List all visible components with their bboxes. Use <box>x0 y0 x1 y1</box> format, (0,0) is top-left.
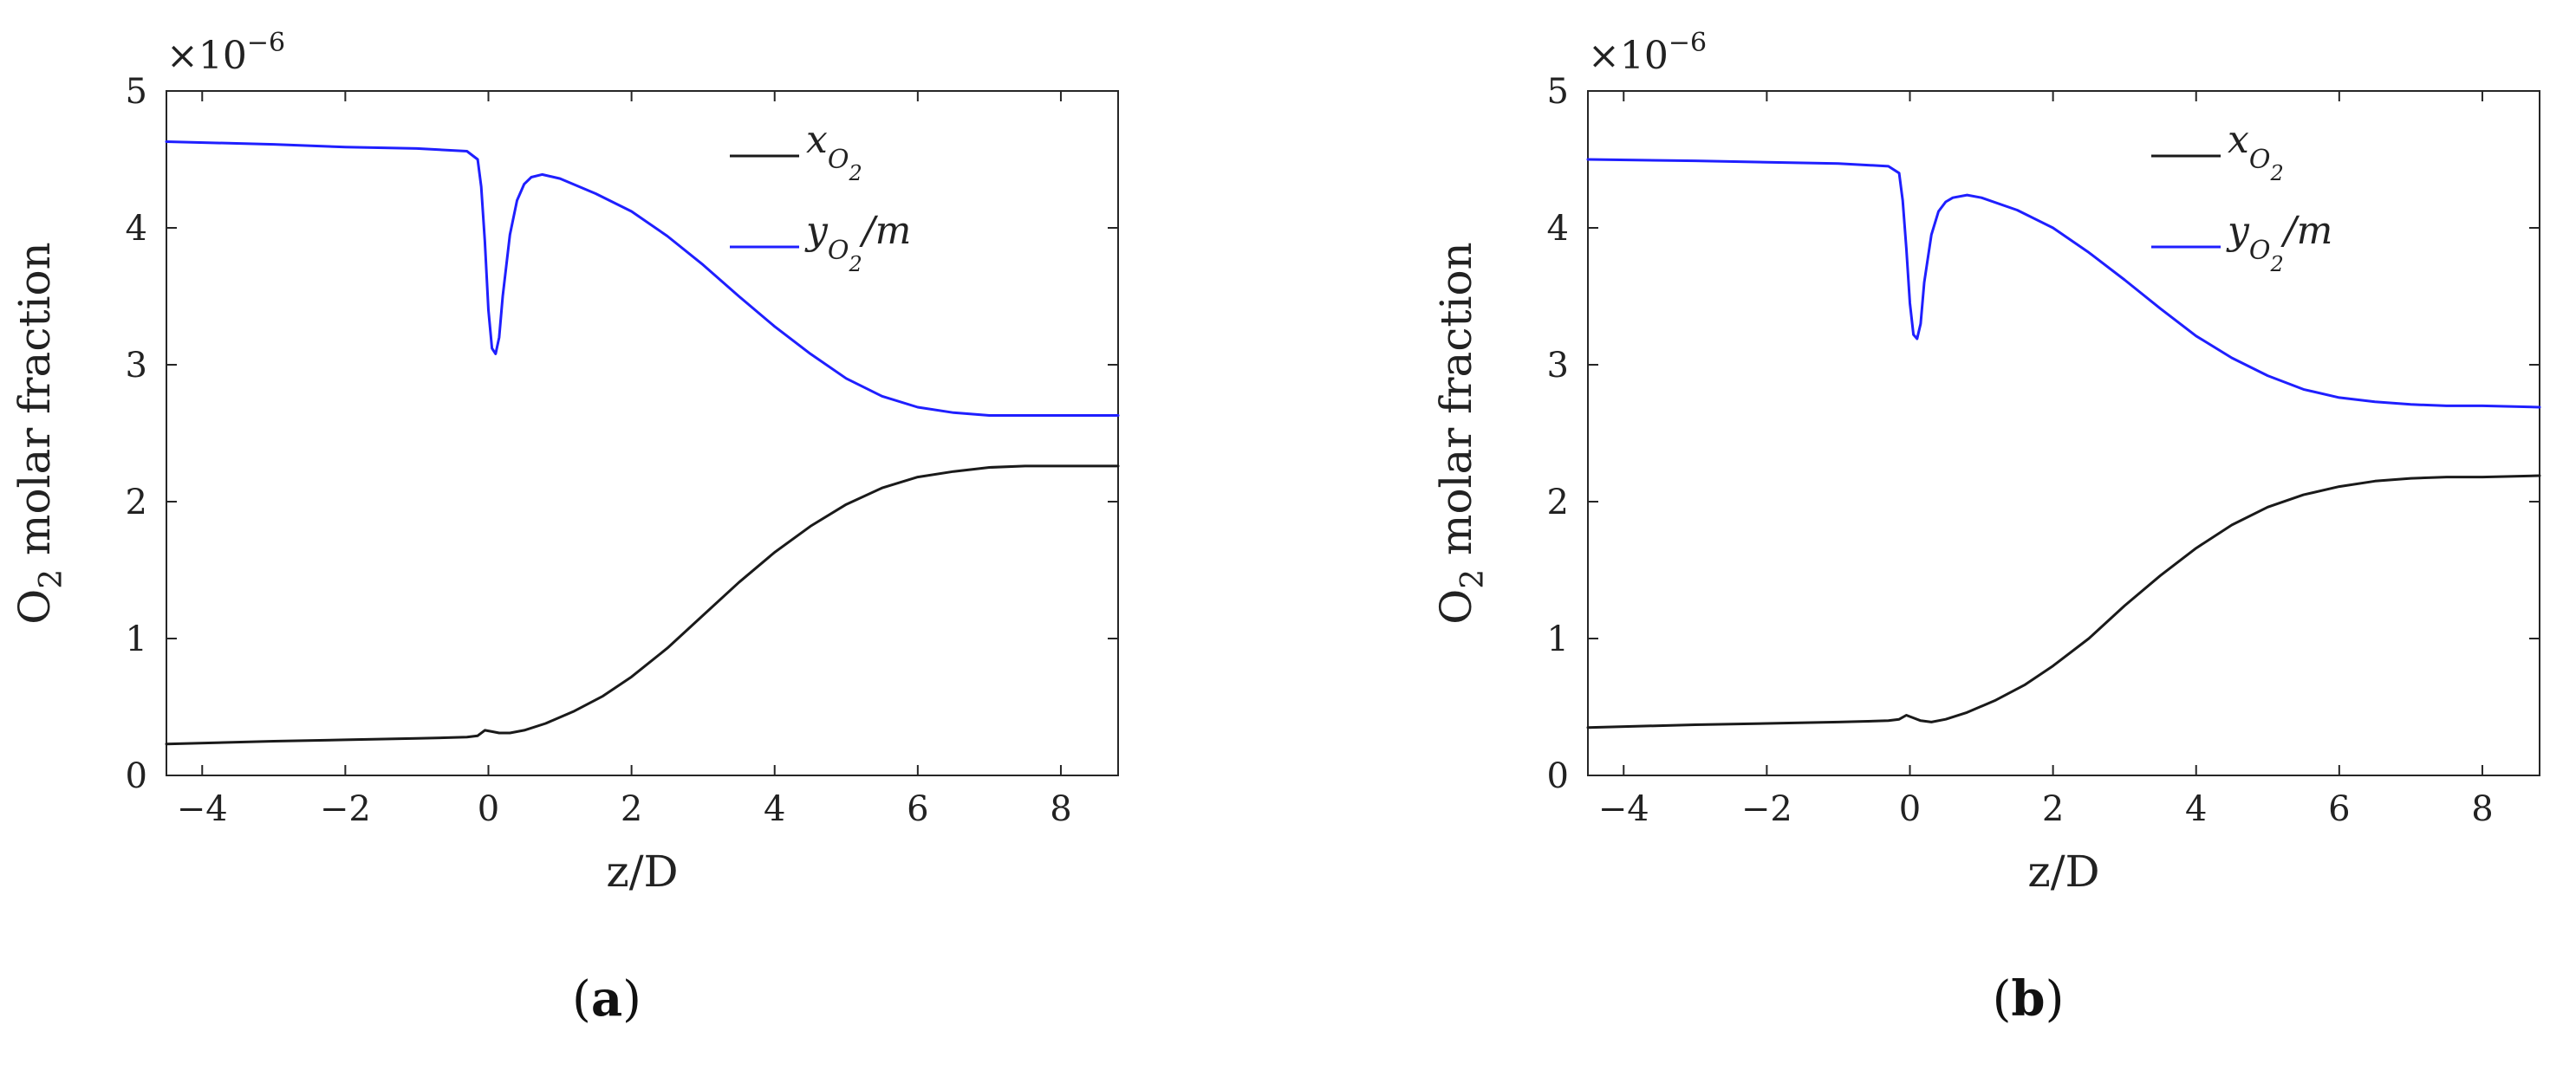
y-tick-label: 0 <box>126 756 147 796</box>
x-tick-label: −4 <box>177 789 228 829</box>
y-tick-label: 3 <box>1547 346 1569 386</box>
chart-panel-b: −4 −2 0 2 4 6 8 0 1 2 3 4 5 ×10−6 z/D O2 molar fraction… <box>1431 28 2541 1028</box>
plot-frame <box>1587 90 2540 776</box>
x-tick-label: 4 <box>2185 789 2207 829</box>
x-axis-label: z/D <box>606 846 678 897</box>
y-tick-label: 0 <box>1547 756 1569 796</box>
y-tick-label: 5 <box>126 72 147 112</box>
legend-entry: yO2/m <box>2226 209 2332 276</box>
x-tick-label: 6 <box>907 789 928 829</box>
y-tick-label: 3 <box>126 346 147 386</box>
y-tick-label: 2 <box>126 483 147 522</box>
x-tick-label: −2 <box>320 789 371 829</box>
chart-panel-a: −4 −2 0 2 4 6 8 0 1 2 3 4 5 ×10−6 z/D O2 molar fraction… <box>10 28 1120 1028</box>
x-tick-label: 4 <box>764 789 785 829</box>
x-tick-label: −4 <box>1598 789 1649 829</box>
x-tick-label: 0 <box>1899 789 1921 829</box>
x-tick-label: 8 <box>2471 789 2493 829</box>
y-tick-label: 4 <box>1547 209 1569 249</box>
x-tick-label: 6 <box>2328 789 2350 829</box>
plot-frame <box>166 90 1119 776</box>
y-axis-label: O2 molar fraction <box>1431 242 1491 625</box>
legend-entry: xO2 <box>806 118 862 185</box>
y-tick-label: 4 <box>126 209 147 249</box>
legend-entry: xO2 <box>2228 118 2284 185</box>
series-line-y-o2-over-m <box>1586 158 2541 409</box>
y-axis-label: O2 molar fraction <box>10 242 69 625</box>
y-multiplier: ×10−6 <box>1588 28 1707 78</box>
x-tick-label: 8 <box>1050 789 1071 829</box>
series-line-x-o2 <box>165 464 1120 746</box>
y-tick-label: 1 <box>126 619 147 659</box>
y-tick-label: 5 <box>1547 72 1569 112</box>
x-tick-label: 2 <box>621 789 642 829</box>
series-line-x-o2 <box>1586 474 2541 730</box>
series-line-y-o2-over-m <box>165 140 1120 417</box>
x-tick-label: 2 <box>2042 789 2064 829</box>
y-tick-label: 1 <box>1547 619 1569 659</box>
panel-label: (b) <box>1993 970 2065 1028</box>
x-axis-label: z/D <box>2027 846 2099 897</box>
legend-entry: yO2/m <box>804 209 911 276</box>
x-tick-label: −2 <box>1741 789 1792 829</box>
panel-label: (a) <box>572 970 641 1028</box>
x-tick-label: 0 <box>478 789 499 829</box>
y-multiplier: ×10−6 <box>166 28 285 78</box>
y-tick-label: 2 <box>1547 483 1569 522</box>
